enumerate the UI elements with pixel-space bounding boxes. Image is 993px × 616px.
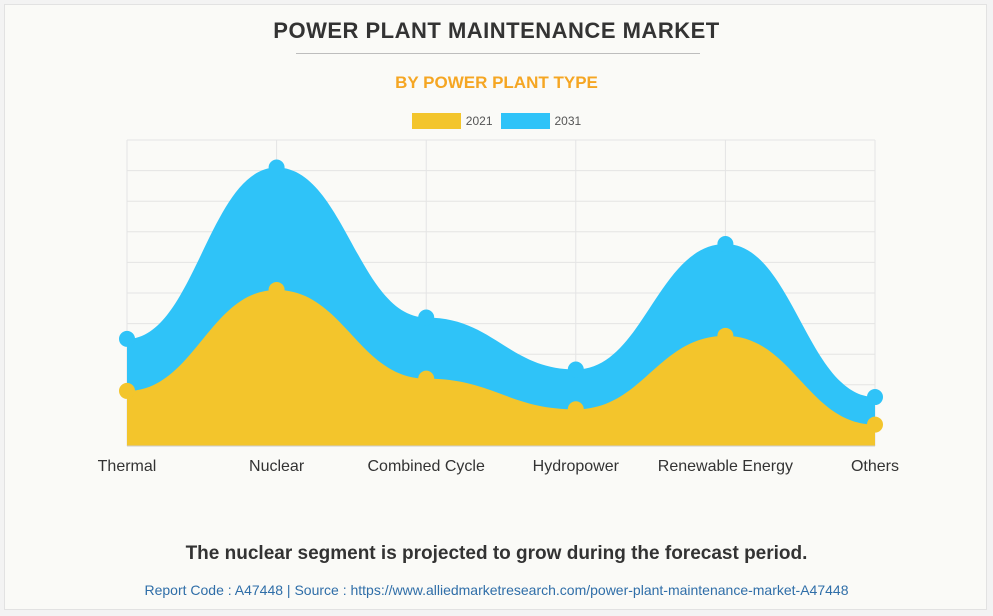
chart-subtitle: BY POWER PLANT TYPE: [395, 73, 598, 92]
legend-swatch-2021: [411, 113, 461, 129]
x-tick-label-nuclear: Nuclear: [249, 458, 305, 475]
legend-label-2031: 2031: [554, 114, 582, 128]
point-2031-combined-cycle: [418, 309, 435, 326]
point-2021-others: [867, 416, 883, 433]
x-tick-label-hydropower: Hydropower: [533, 458, 620, 475]
legend-item-2031[interactable]: 2031: [500, 113, 582, 129]
point-2021-combined-cycle: [418, 370, 435, 387]
legend-swatch-2031: [500, 113, 550, 129]
chart-title: POWER PLANT MAINTENANCE MARKET: [273, 18, 720, 43]
x-tick-label-combined-cycle: Combined Cycle: [368, 458, 485, 475]
point-2021-renewable-energy: [717, 327, 734, 344]
title-divider: [296, 53, 700, 54]
point-2031-others: [867, 389, 883, 406]
point-2031-renewable-energy: [717, 236, 734, 253]
x-tick-label-others: Others: [851, 458, 899, 475]
chart-card: [4, 4, 987, 610]
point-2021-nuclear: [268, 281, 285, 298]
legend-label-2021: 2021: [465, 114, 493, 128]
point-2031-nuclear: [268, 159, 285, 176]
point-2021-hydropower: [567, 401, 584, 418]
point-2031-thermal: [119, 330, 135, 347]
report-source[interactable]: Report Code : A47448 | Source : https://…: [144, 582, 849, 598]
x-tick-label-thermal: Thermal: [98, 458, 157, 475]
point-2031-hydropower: [567, 361, 584, 378]
chart-headline: The nuclear segment is projected to grow…: [185, 543, 808, 564]
chart-legend: 2021 2031: [0, 113, 993, 129]
legend-item-2021[interactable]: 2021: [411, 113, 493, 129]
point-2021-thermal: [119, 382, 135, 399]
area-series-2021: [127, 289, 875, 446]
x-tick-label-renewable-energy: Renewable Energy: [658, 458, 793, 475]
